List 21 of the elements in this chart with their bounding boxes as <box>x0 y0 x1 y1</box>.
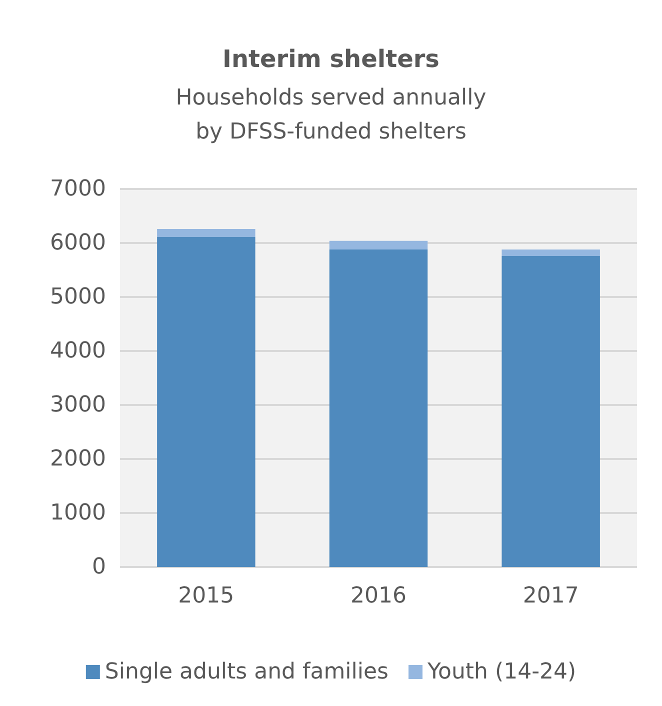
bar <box>157 237 256 567</box>
x-tick-label: 2016 <box>350 584 406 608</box>
y-tick-label: 0 <box>92 554 106 580</box>
chart-subtitle: Households served annually by DFSS-funded shelters <box>176 86 486 144</box>
bar <box>502 249 600 256</box>
bar <box>157 228 256 238</box>
x-tick-label: 2015 <box>178 584 234 608</box>
y-tick-label: 4000 <box>50 338 106 364</box>
y-tick-label: 3000 <box>50 392 106 418</box>
legend-label: Single adults and families <box>104 660 389 684</box>
y-tick-label: 1000 <box>50 500 106 526</box>
y-tick-label: 6000 <box>50 230 106 256</box>
bar <box>502 256 600 567</box>
y-tick-label: 2000 <box>50 446 106 472</box>
y-tick-label: 7000 <box>50 176 106 202</box>
chart-title: Interim shelters <box>222 45 440 73</box>
x-tick-label: 2017 <box>522 584 579 608</box>
bar <box>329 240 428 250</box>
bar <box>329 249 428 567</box>
legend-label: Youth (14-24) <box>426 660 576 684</box>
y-tick-label: 5000 <box>50 284 106 310</box>
